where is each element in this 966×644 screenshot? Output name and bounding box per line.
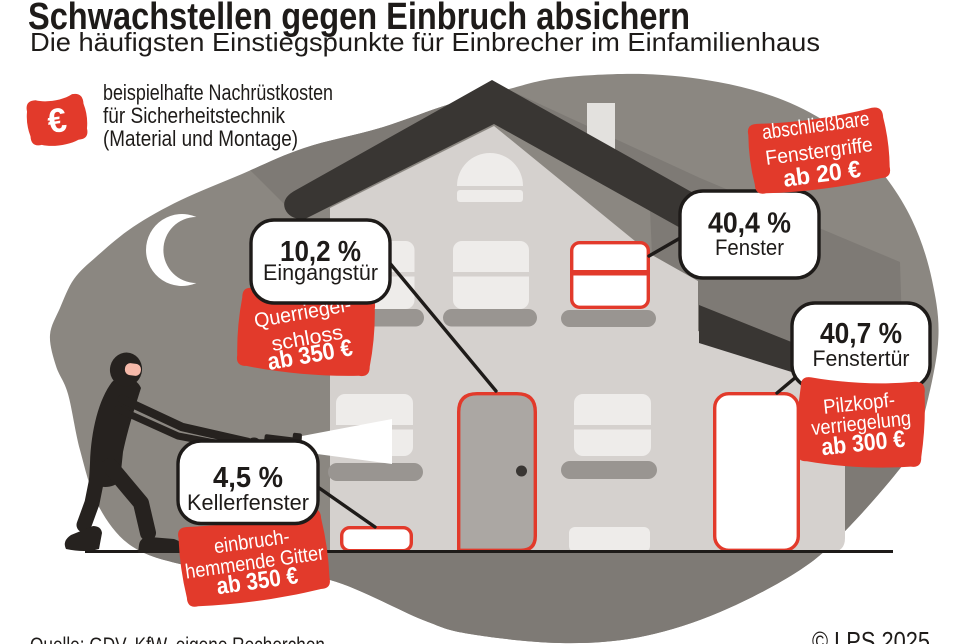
svg-text:Fenster: Fenster xyxy=(715,235,784,260)
svg-text:Fenstertür: Fenstertür xyxy=(813,346,910,371)
svg-text:Kellerfenster: Kellerfenster xyxy=(187,490,309,515)
svg-text:Schwachstellen gegen Einbruch: Schwachstellen gegen Einbruch absichern xyxy=(28,0,690,38)
svg-text:beispielhafte Nachrüstkosten: beispielhafte Nachrüstkosten xyxy=(103,80,333,105)
svg-text:40,7 %: 40,7 % xyxy=(820,318,902,350)
svg-text:Quelle: GDV, KfW, eigene Reche: Quelle: GDV, KfW, eigene Recherchen xyxy=(30,634,325,644)
svg-text:© LPS 2025: © LPS 2025 xyxy=(812,626,930,644)
svg-text:4,5 %: 4,5 % xyxy=(213,462,283,494)
svg-text:Die häufigsten Einstiegspunkte: Die häufigsten Einstiegspunkte für Einbr… xyxy=(30,27,820,57)
svg-text:für Sicherheitstechnik: für Sicherheitstechnik xyxy=(103,103,286,128)
svg-text:Eingangstür: Eingangstür xyxy=(263,260,378,285)
svg-text:40,4 %: 40,4 % xyxy=(708,208,791,240)
svg-text:(Material und Montage): (Material und Montage) xyxy=(103,126,298,151)
svg-text:10,2 %: 10,2 % xyxy=(280,236,361,268)
